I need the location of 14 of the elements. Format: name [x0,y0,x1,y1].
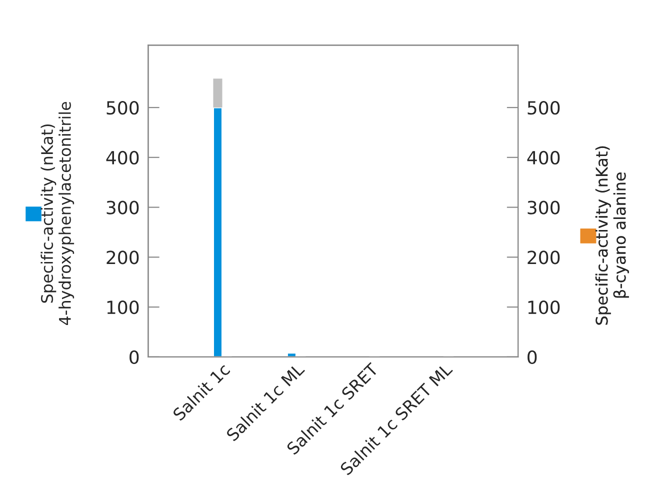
y2-tick-label: 500 [528,100,560,115]
y-tick-label: 200 [106,250,139,264]
legend-label: Specific-activity (nKat) 4-hydroxyphenylacetonitrile [40,102,74,325]
y2-tick-label: 300 [528,200,560,214]
y2-tick-label: 200 [528,250,560,264]
y-tick-label: 100 [107,300,139,314]
y2-tick-label: 400 [527,150,560,165]
y-tick-label: 400 [106,150,139,165]
legend-label: Specific-activity (nKat) β-cyano alanine [595,146,629,325]
y-tick-label: 0 [130,350,139,364]
y2-tick-label: 0 [528,350,537,364]
y-tick-label: 300 [106,200,139,214]
y2-tick-label: 100 [528,300,560,314]
y-tick-label: 500 [106,100,139,115]
